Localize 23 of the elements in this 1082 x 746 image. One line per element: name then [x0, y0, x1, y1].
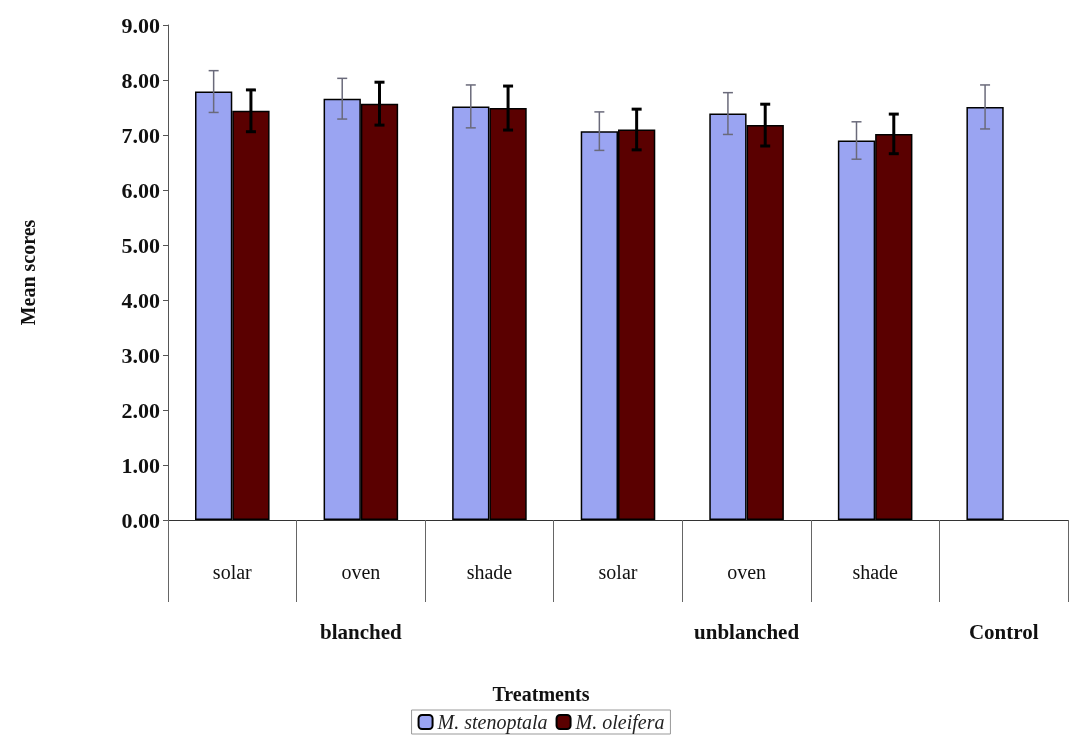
text: blanched — [320, 620, 403, 644]
x-tick-label: shade — [466, 561, 513, 583]
y-tick-label: 6.00 — [121, 177, 160, 203]
y-tick-label: 8.00 — [121, 67, 160, 93]
y-tick-label: 7.00 — [121, 122, 160, 148]
y-axis-title: Mean scores — [17, 219, 39, 326]
text: Control — [968, 620, 1039, 644]
y-tick-label: 0.00 — [121, 507, 160, 533]
x-tick-label: solar — [598, 561, 638, 583]
x-tick-label: oven — [341, 561, 381, 583]
x-tick-label: solar — [212, 561, 253, 583]
y-tick-label: 1.00 — [121, 452, 160, 478]
y-tick-label: 4.00 — [121, 287, 160, 313]
y-tick-label: 3.00 — [121, 342, 160, 368]
x-tick-label: shade — [852, 561, 899, 583]
x-axis-title: Treatments — [492, 683, 590, 705]
y-tick-label: 9.00 — [121, 12, 160, 38]
legend-label: M. oleifera — [574, 711, 665, 734]
y-tick-label: 5.00 — [121, 232, 160, 258]
legend-label: M. stenoptala — [436, 711, 548, 734]
text: unblanched — [694, 620, 800, 644]
y-tick-label: 2.00 — [121, 397, 160, 423]
x-tick-label: oven — [727, 561, 767, 583]
